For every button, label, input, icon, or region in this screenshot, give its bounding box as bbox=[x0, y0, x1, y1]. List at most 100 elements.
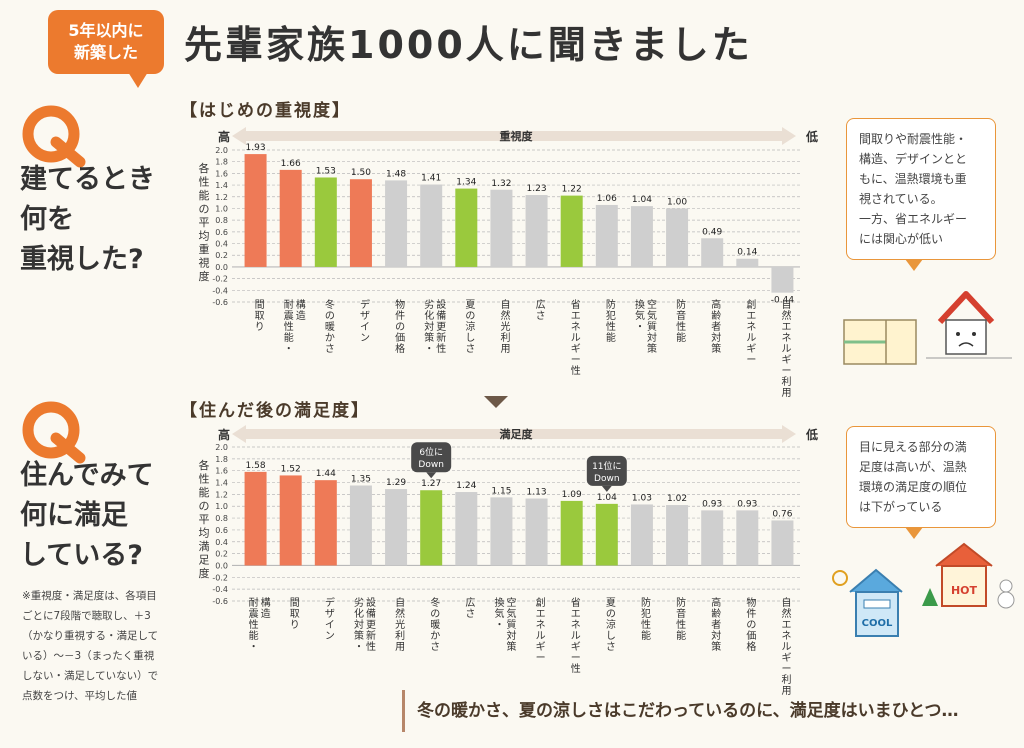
category-label: 然 bbox=[395, 607, 405, 620]
category-label: エ bbox=[781, 322, 791, 333]
down-badge-text: 6位に bbox=[419, 446, 443, 458]
category-label: 化 bbox=[424, 309, 434, 322]
data-label: 1.03 bbox=[632, 493, 652, 503]
callout-line: 目に見える部分の満 bbox=[859, 440, 967, 454]
category-label: 策 bbox=[424, 331, 434, 344]
category-label: 対 bbox=[711, 629, 721, 642]
category-label: 能 bbox=[606, 331, 616, 344]
category-label: ギ bbox=[571, 343, 581, 355]
hot-label: HOT bbox=[951, 584, 978, 597]
snowman-icon bbox=[997, 591, 1015, 609]
category-label: の bbox=[430, 609, 440, 620]
category-label: エ bbox=[781, 620, 791, 631]
category-label: 策 bbox=[647, 342, 657, 355]
category-label: 気 bbox=[506, 607, 516, 620]
callout-satisfaction: 目に見える部分の満 足度は高いが、温熱 環境の満足度の順位 は下がっている bbox=[846, 426, 996, 539]
y-axis-label: 能 bbox=[199, 485, 210, 499]
category-label: 震 bbox=[249, 608, 259, 620]
category-label: 自 bbox=[781, 298, 791, 311]
category-label: 防 bbox=[606, 298, 616, 311]
category-label: ・ bbox=[635, 322, 645, 333]
y-tick-label: -0.6 bbox=[212, 298, 228, 307]
category-label: 用 bbox=[781, 388, 791, 399]
axis-banner-arrow bbox=[232, 127, 796, 145]
category-label: 齢 bbox=[711, 607, 721, 620]
category-label: 犯 bbox=[606, 310, 616, 322]
bar bbox=[736, 258, 759, 267]
category-label: 省 bbox=[571, 298, 581, 311]
category-label: 然 bbox=[500, 309, 510, 322]
category-label: の bbox=[395, 322, 405, 333]
category-label: 音 bbox=[676, 607, 686, 620]
callout-line: 間取りや耐震性能・ bbox=[859, 132, 968, 146]
category-label: か bbox=[325, 332, 335, 344]
page-title: 先輩家族1000人に聞きました bbox=[184, 23, 753, 67]
category-label: 策 bbox=[711, 640, 721, 653]
category-label: デ bbox=[360, 298, 370, 311]
category-label: ネ bbox=[781, 630, 791, 642]
category-label: 備 bbox=[366, 607, 376, 620]
category-label: 格 bbox=[395, 342, 405, 355]
y-tick-label: 0.4 bbox=[215, 240, 228, 249]
new-build-badge: 5年以内に 新築した bbox=[48, 10, 164, 88]
category-label: 対 bbox=[354, 618, 364, 631]
category-label: 設 bbox=[436, 298, 446, 311]
data-label: 1.35 bbox=[351, 475, 371, 485]
category-label: 省 bbox=[571, 596, 581, 609]
sun-icon bbox=[832, 570, 848, 586]
category-label: 震 bbox=[284, 310, 294, 322]
question-2-line-2: 何に満足 bbox=[20, 500, 128, 531]
category-label: 対 bbox=[424, 320, 434, 333]
cool-label: COOL bbox=[862, 618, 893, 629]
data-label: 0.76 bbox=[772, 509, 792, 519]
callout-importance: 間取りや耐震性能・ 構造、デザインとと もに、温熱環境も重 視されている。 一方、省エネ… bbox=[846, 118, 996, 271]
y-tick-label: 0.2 bbox=[215, 550, 228, 559]
category-label: 性 bbox=[366, 640, 376, 653]
bar bbox=[490, 189, 513, 267]
category-label: 性 bbox=[676, 618, 686, 631]
bar bbox=[701, 238, 724, 267]
y-axis-label: 重 bbox=[199, 242, 210, 256]
category-label: 構 bbox=[261, 596, 271, 609]
data-label: 1.53 bbox=[316, 166, 336, 176]
category-label: し bbox=[606, 630, 616, 642]
category-label: し bbox=[465, 332, 475, 344]
category-label: 涼 bbox=[465, 320, 475, 333]
category-label: 広 bbox=[465, 596, 475, 609]
category-label: ・ bbox=[494, 620, 504, 631]
category-label: の bbox=[606, 609, 616, 620]
category-label: 利 bbox=[395, 630, 405, 642]
category-label: 性 bbox=[676, 320, 686, 333]
bar bbox=[455, 188, 478, 267]
question-2-line-1: 住んでみて bbox=[20, 460, 154, 491]
y-tick-label: 0.0 bbox=[215, 561, 228, 570]
category-label: 耐 bbox=[249, 596, 259, 609]
y-axis-label: の bbox=[199, 500, 210, 513]
y-tick-label: 1.6 bbox=[215, 169, 228, 178]
bar bbox=[630, 504, 653, 566]
callout-line: 視されている。 bbox=[859, 192, 943, 206]
y-axis-label: 均 bbox=[199, 230, 210, 243]
category-label: エ bbox=[571, 311, 581, 322]
question-2-line-3: している? bbox=[20, 540, 143, 571]
category-label: 取 bbox=[255, 310, 265, 322]
callout-line: もに、温熱環境も重 bbox=[859, 172, 967, 186]
axis-banner-arrow bbox=[232, 425, 796, 443]
bar bbox=[771, 520, 794, 566]
low-label: 低 bbox=[805, 129, 818, 144]
category-label: 能 bbox=[676, 331, 686, 344]
down-badge-text: Down bbox=[418, 460, 444, 470]
y-tick-label: -0.6 bbox=[212, 597, 228, 606]
y-tick-label: 1.4 bbox=[215, 479, 228, 488]
category-label: 広 bbox=[536, 298, 546, 311]
category-label: 冬 bbox=[430, 596, 440, 609]
category-label: 造 bbox=[296, 309, 306, 322]
y-axis-label: 足 bbox=[199, 554, 210, 567]
category-label: 性 bbox=[284, 320, 294, 333]
category-label: ー bbox=[781, 664, 791, 675]
y-tick-label: 1.0 bbox=[215, 204, 228, 213]
chart-1: 高低重視度2.01.81.61.41.21.00.80.60.40.20.0-0… bbox=[199, 127, 818, 399]
house-illustration bbox=[843, 291, 1012, 365]
category-label: 利 bbox=[781, 674, 791, 686]
section-label-importance: 【はじめの重視度】 bbox=[180, 101, 351, 121]
